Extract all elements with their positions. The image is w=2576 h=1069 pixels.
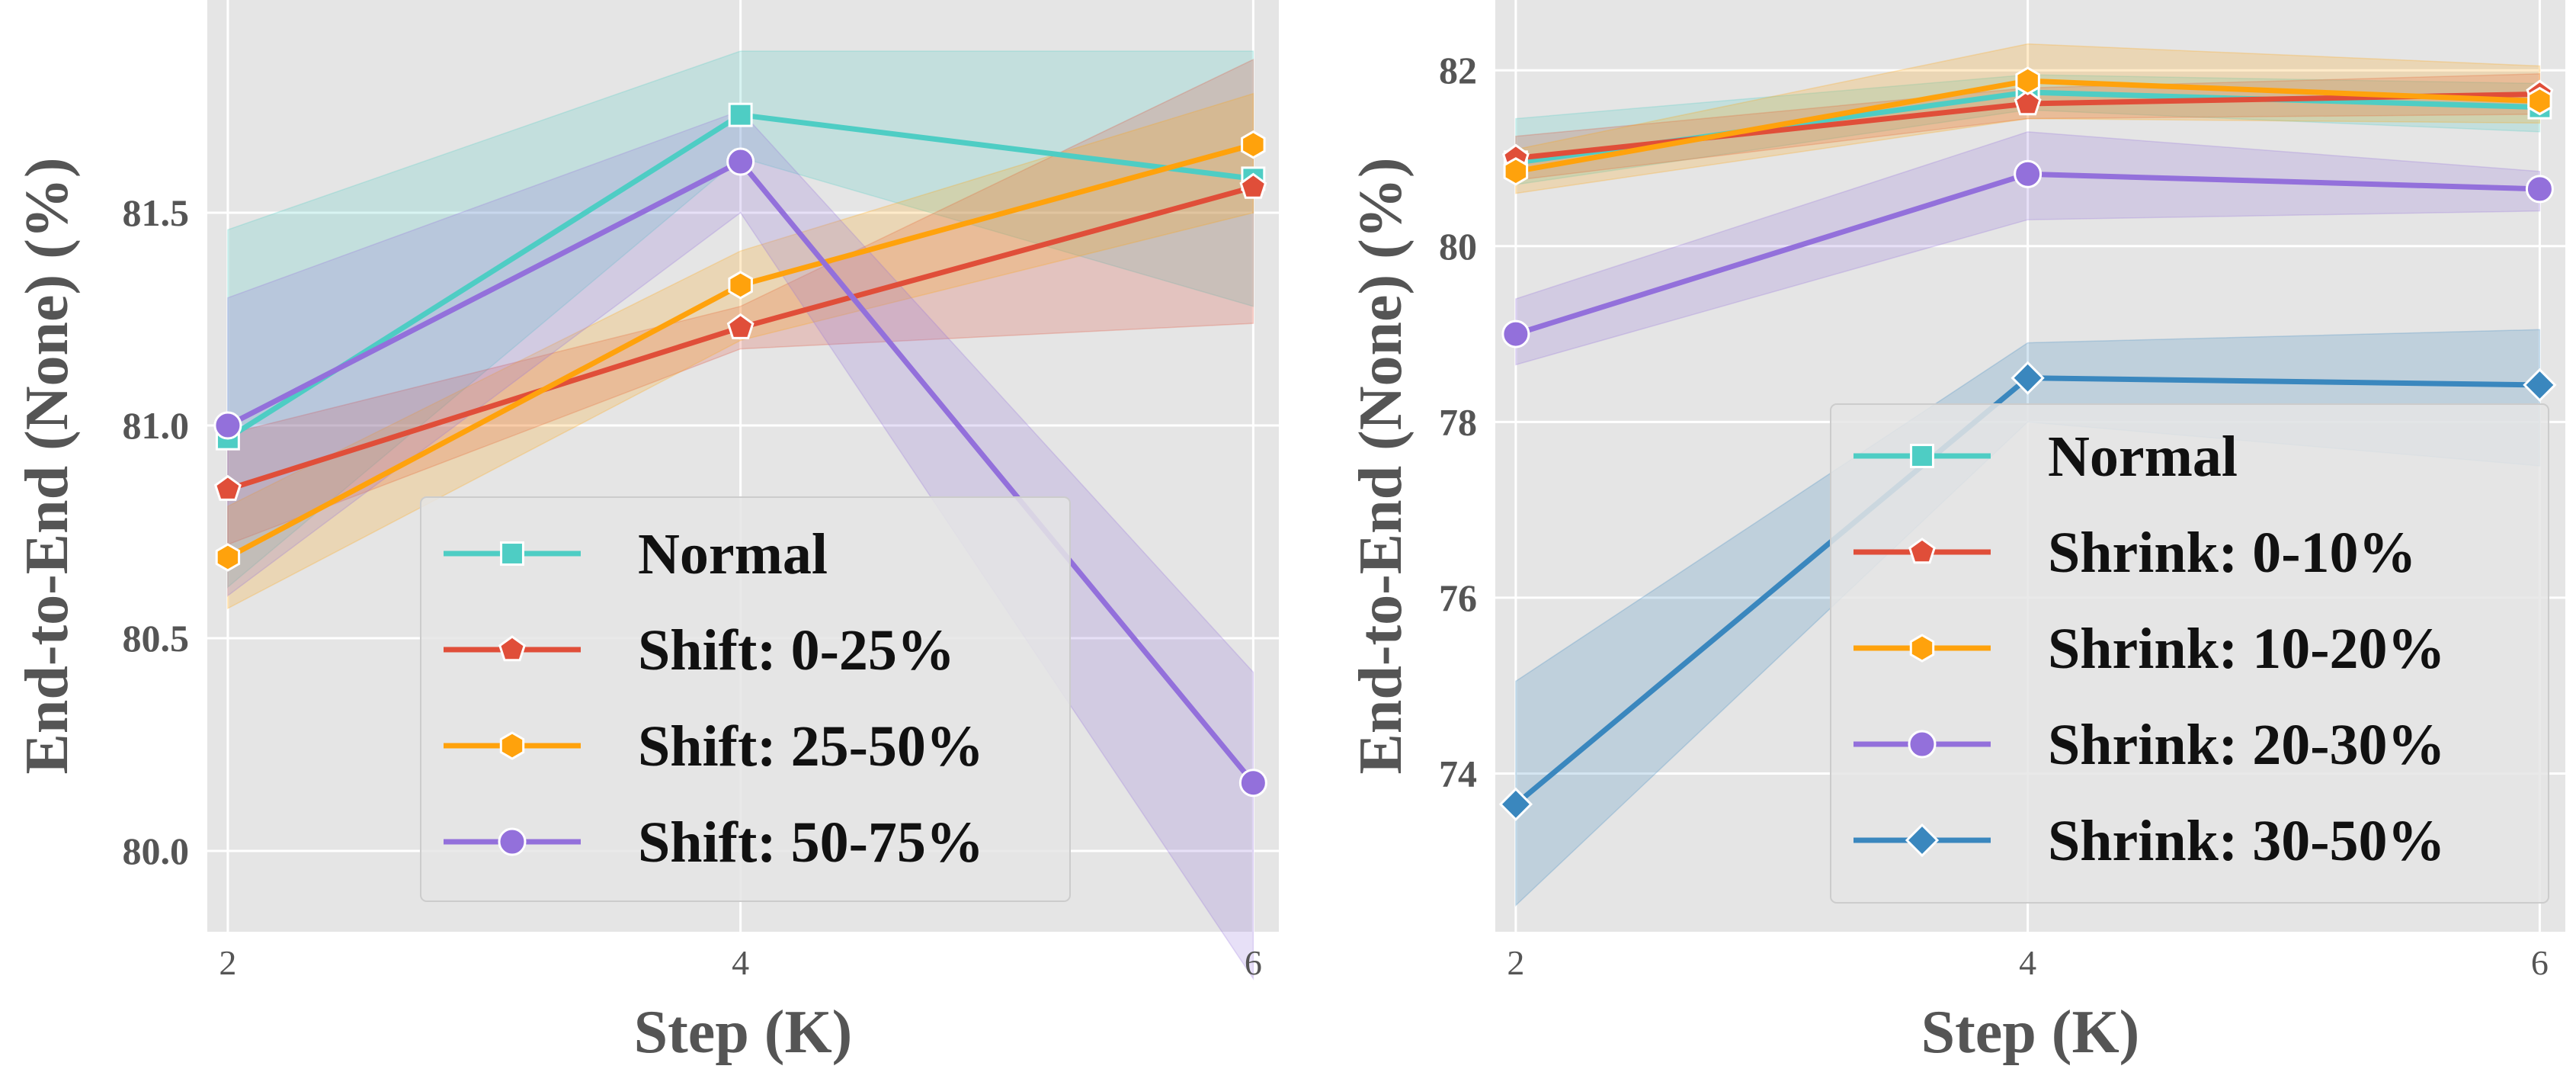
legend-box	[420, 496, 1071, 902]
y-tick-label: 80	[1439, 225, 1477, 268]
confidence-band-1	[227, 50, 1254, 589]
data-point-4-1	[1501, 319, 1530, 348]
y-tick-label: 80.0	[123, 830, 190, 872]
confidence-band-3	[227, 92, 1254, 610]
data-point-4-1	[213, 411, 242, 440]
data-point-4-2	[726, 147, 755, 176]
shift-chart: 2 4 6 80.0 80.5 81.0 81.5 Step (K) End-to-End (N…	[14, 0, 1279, 1066]
data-point-2-1	[213, 474, 242, 501]
data-point-2-2	[726, 313, 755, 339]
x-tick-label: 6	[2531, 943, 2549, 982]
data-point-3-3	[2527, 86, 2552, 116]
y-tick-label: 80.5	[123, 617, 190, 660]
data-point-3-2	[2015, 66, 2040, 95]
legend-marker-3	[1909, 634, 1935, 663]
data-point-2-2	[2014, 89, 2042, 116]
y-tick-label: 82	[1439, 49, 1477, 91]
data-point-5-1	[1498, 787, 1533, 821]
data-point-4-3	[2525, 175, 2554, 204]
x-tick-label: 4	[2019, 943, 2036, 982]
y-tick-label: 76	[1439, 576, 1477, 619]
data-point-1-2	[728, 102, 753, 127]
data-point-4-2	[2014, 159, 2043, 188]
legend-marker-2	[1908, 538, 1936, 564]
x-axis-label: Step (K)	[634, 999, 853, 1066]
legend-label-1: Normal	[638, 522, 828, 586]
legend-marker-4	[498, 827, 527, 856]
legend-marker-4	[1908, 730, 1937, 759]
data-point-5-2	[2010, 361, 2045, 395]
x-tick-label: 2	[219, 943, 236, 982]
x-tick-label: 6	[1245, 943, 1262, 982]
legend-label-5: Shrink: 30-50%	[2048, 809, 2446, 873]
legend-label-4: Shrink: 20-30%	[2048, 713, 2446, 777]
legend-label-2: Shrink: 0-10%	[2048, 521, 2417, 585]
data-point-3-3	[1241, 130, 1266, 159]
x-tick-label: 4	[732, 943, 749, 982]
y-tick-label: 74	[1439, 752, 1477, 795]
legend-marker-5	[1905, 823, 1940, 858]
data-point-4-3	[1238, 769, 1267, 798]
shrink-chart: 2 4 6 74 76 78 80 82 Step (K) End-to-End (None) (…	[1347, 0, 2565, 1066]
legend-label-1: Normal	[2048, 425, 2238, 489]
legend-marker-3	[499, 731, 525, 760]
data-point-2-3	[1239, 172, 1267, 199]
confidence-band-3	[1515, 43, 2541, 194]
x-tick-label: 2	[1507, 943, 1524, 982]
legend-label-4: Shift: 50-75%	[638, 811, 984, 875]
y-tick-label: 81.0	[123, 404, 190, 447]
legend-marker-2	[498, 635, 526, 662]
legend-label-3: Shrink: 10-20%	[2048, 617, 2446, 681]
y-tick-label: 78	[1439, 400, 1477, 443]
legend-box	[1830, 403, 2549, 904]
legend-label-3: Shift: 25-50%	[638, 714, 984, 778]
y-axis-label: End-to-End (None) (%)	[1347, 158, 1415, 775]
legend-marker-1	[500, 541, 524, 566]
confidence-band-4	[1515, 131, 2541, 366]
y-axis-label: End-to-End (None) (%)	[14, 158, 81, 775]
legend: Normal Shift: 0-25% Shift: 25-50% Shift: 50…	[420, 496, 1071, 902]
data-point-5-3	[2523, 368, 2557, 403]
legend-marker-1	[1910, 444, 1934, 468]
data-point-3-1	[1503, 157, 1529, 186]
data-point-3-2	[728, 271, 753, 300]
x-axis-label: Step (K)	[1921, 999, 2140, 1066]
legend: Normal Shrink: 0-10% Shrink: 10-20% Shrink:…	[1830, 403, 2549, 904]
legend-label-2: Shift: 0-25%	[638, 618, 955, 682]
y-tick-label: 81.5	[123, 191, 190, 234]
data-point-3-1	[215, 543, 241, 572]
